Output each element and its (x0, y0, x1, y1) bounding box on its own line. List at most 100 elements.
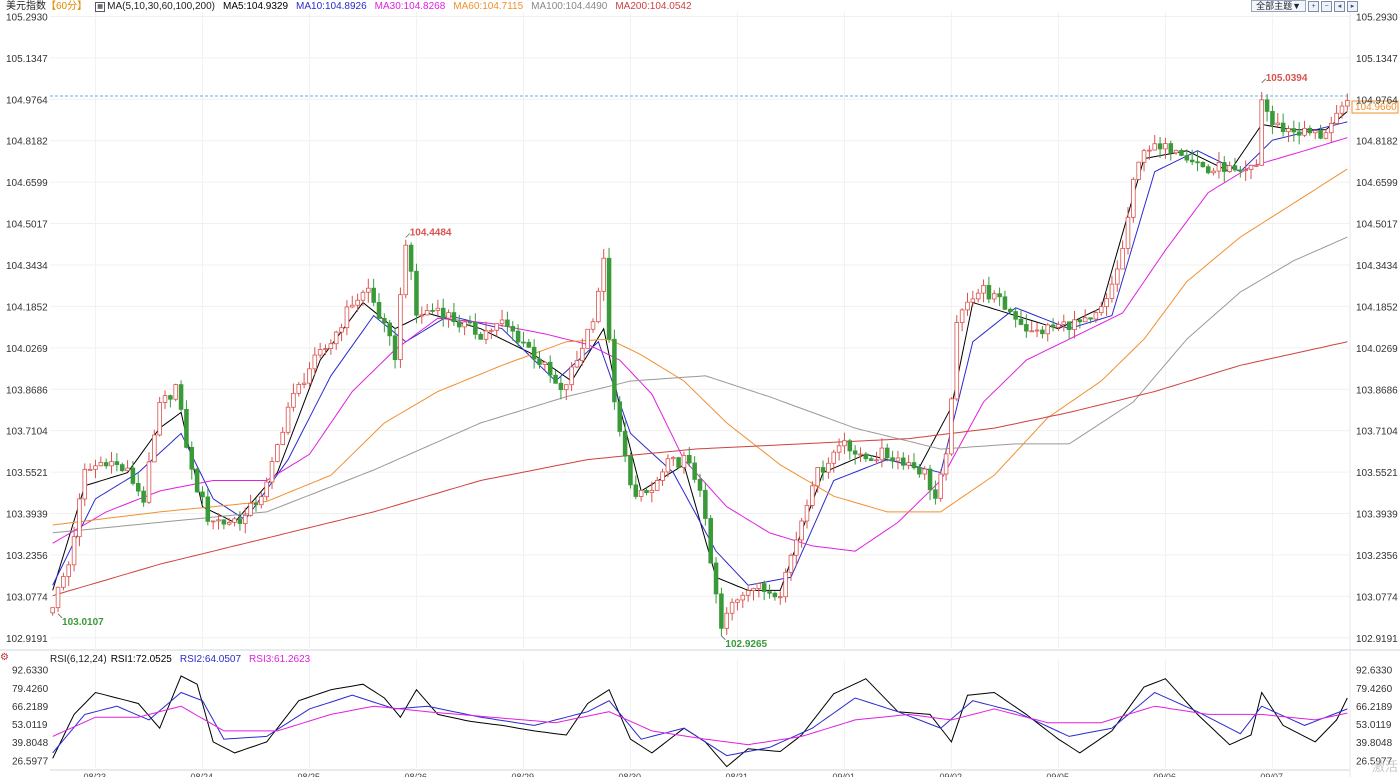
candle (1018, 310, 1024, 326)
candle-body (275, 444, 280, 462)
candle-body (1307, 127, 1313, 134)
candle (259, 492, 264, 509)
candle-body (1329, 123, 1334, 134)
period-label[interactable]: 【60分】 (46, 1, 88, 12)
rsi-tick-left: 53.0119 (12, 720, 48, 731)
candle-body (863, 453, 869, 460)
candle-body (1291, 128, 1297, 133)
time-tick-label: 09/07 (1260, 772, 1283, 777)
candle-body (1205, 166, 1211, 174)
candle (1115, 260, 1120, 292)
theme-select[interactable]: 全部主题▼ (1251, 0, 1306, 12)
candle (221, 519, 227, 530)
candle-body (895, 457, 901, 462)
candle-body (1131, 178, 1136, 218)
candle (189, 441, 195, 480)
candle-body (408, 244, 414, 272)
candle (847, 438, 853, 460)
candle-body (804, 504, 810, 522)
candle-body (772, 592, 778, 598)
candle-body (226, 521, 232, 525)
candle-body (1034, 329, 1040, 332)
candle-body (280, 431, 285, 446)
candle (1147, 145, 1152, 160)
candle-body (911, 462, 917, 469)
candle-body (366, 287, 371, 293)
candle (1157, 137, 1163, 159)
candle (66, 561, 71, 586)
candle (301, 372, 307, 389)
candle (130, 461, 136, 486)
zoom-in-icon[interactable]: + (1308, 0, 1319, 12)
time-tick-label: 08/30 (618, 772, 641, 777)
candle (622, 421, 628, 463)
rsi-tick-right: 79.4260 (1356, 684, 1393, 695)
candle (1163, 137, 1168, 159)
rsi-params: RSI(6,12,24) (50, 654, 107, 665)
candle-body (312, 354, 318, 370)
candle-body (1216, 162, 1222, 172)
candle (1002, 290, 1008, 311)
candle (312, 347, 318, 376)
candle (1291, 120, 1297, 142)
time-tick-label: 08/23 (83, 772, 106, 777)
candle (510, 321, 516, 341)
candle (408, 242, 414, 281)
candle (1302, 120, 1307, 137)
candle (194, 467, 200, 493)
candle (574, 350, 580, 369)
price-tick-left: 103.7104 (6, 427, 48, 438)
candle (553, 370, 558, 384)
candle-body (168, 395, 173, 400)
candle-body (114, 461, 120, 466)
rsi-layer (52, 675, 1348, 768)
candle (232, 516, 237, 527)
candle-body (119, 464, 125, 472)
zoom-out-icon[interactable]: − (1321, 0, 1332, 12)
candle (424, 303, 430, 316)
candle-body (547, 361, 553, 376)
price-tick-left: 103.0774 (6, 592, 48, 603)
candle (382, 313, 387, 333)
candle (922, 466, 927, 480)
candle-body (216, 519, 221, 522)
scroll-left-icon[interactable]: ◂ (1334, 0, 1345, 12)
candle (1312, 129, 1318, 140)
candle-body (1093, 312, 1099, 320)
ma-settings-icon[interactable]: ▦ (95, 2, 106, 12)
candle (376, 293, 382, 319)
candle-body (933, 489, 938, 499)
candle-body (291, 392, 296, 408)
price-tick-left: 104.1852 (6, 302, 48, 313)
candle-body (606, 257, 612, 340)
candle (537, 350, 542, 369)
candle-body (815, 467, 820, 487)
candle-body (1248, 165, 1254, 171)
price-tick-right: 103.7104 (1356, 427, 1398, 438)
candle-body (558, 382, 564, 391)
candle-body (601, 257, 606, 292)
candle-body (906, 462, 911, 466)
candle (264, 477, 269, 501)
candle (601, 248, 606, 301)
candle-body (697, 478, 703, 491)
candle-body (1104, 298, 1109, 307)
candle (901, 452, 906, 470)
time-tick-label: 08/31 (725, 772, 748, 777)
candle (344, 300, 350, 336)
candle (654, 476, 660, 491)
candle-body (617, 401, 623, 432)
candle-body (440, 307, 446, 319)
candle (681, 451, 687, 474)
time-tick-label: 09/05 (1046, 772, 1069, 777)
candle (505, 311, 510, 333)
candle (1029, 321, 1034, 333)
candle-body (285, 406, 291, 433)
indicator-settings-icon[interactable]: ⚙ (0, 652, 9, 663)
candle (997, 287, 1002, 307)
scroll-right-icon[interactable]: ▸ (1347, 0, 1358, 12)
candle (205, 488, 211, 526)
candle-body (954, 322, 960, 400)
rsi-tick-right: 53.0119 (1356, 720, 1392, 731)
